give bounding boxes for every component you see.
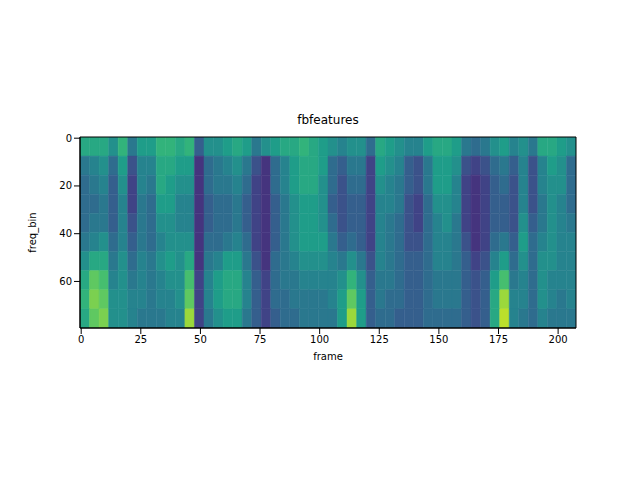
svg-text:175: 175 bbox=[489, 334, 508, 345]
svg-text:100: 100 bbox=[310, 334, 329, 345]
svg-text:freq_bin: freq_bin bbox=[27, 212, 39, 252]
svg-text:25: 25 bbox=[134, 334, 147, 345]
svg-text:50: 50 bbox=[194, 334, 207, 345]
svg-text:0: 0 bbox=[78, 334, 84, 345]
svg-text:20: 20 bbox=[59, 180, 72, 191]
svg-text:0: 0 bbox=[66, 133, 72, 144]
svg-text:60: 60 bbox=[59, 276, 72, 287]
svg-text:150: 150 bbox=[429, 334, 448, 345]
svg-text:frame: frame bbox=[313, 351, 343, 362]
svg-text:200: 200 bbox=[549, 334, 568, 345]
html-text:fbfeatures: fbfeatures bbox=[297, 113, 359, 127]
svg-text:75: 75 bbox=[254, 334, 267, 345]
svg-text:40: 40 bbox=[59, 228, 72, 239]
svg-text:125: 125 bbox=[370, 334, 389, 345]
